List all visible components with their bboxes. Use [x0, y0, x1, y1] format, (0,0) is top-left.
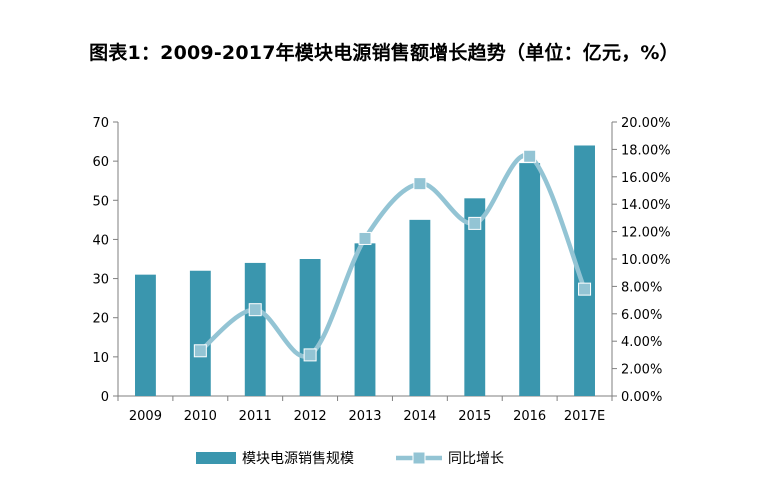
bar-2013: [354, 243, 376, 396]
left-tick-label: 60: [92, 155, 109, 170]
legend-bar-swatch: [196, 452, 236, 464]
left-tick-label: 40: [92, 233, 109, 248]
bar-2010: [189, 270, 211, 396]
right-tick-label: 6.00%: [621, 308, 662, 323]
x-tick-label: 2012: [294, 409, 327, 424]
right-tick-label: 8.00%: [621, 280, 662, 295]
bar-2009: [135, 274, 156, 396]
left-tick-label: 0: [101, 390, 109, 405]
x-tick-label: 2010: [184, 409, 217, 424]
legend: 模块电源销售规模 同比增长: [196, 451, 504, 467]
left-tick-label: 30: [92, 273, 109, 288]
point-2014: [413, 177, 427, 191]
bar-2015: [464, 198, 486, 396]
point-2015: [468, 216, 482, 230]
bar-series: [135, 145, 595, 396]
point-2010: [193, 344, 207, 358]
left-tick-label: 10: [92, 351, 109, 366]
bar-2012: [299, 259, 321, 396]
right-tick-label: 18.00%: [621, 143, 671, 158]
right-tick-label: 16.00%: [621, 171, 671, 186]
point-2017E: [578, 282, 592, 296]
bar-2014: [409, 219, 431, 396]
legend-bar-label: 模块电源销售规模: [242, 451, 354, 467]
axes: 0 10 20 30 40 50 60 70 0.00% 2.00% 4.00% 6.00% 8.00%…: [92, 116, 670, 405]
x-tick-labels: 2009 2010 2011 2012 2013 2014 2015 2016 2017E: [129, 409, 605, 424]
right-tick-label: 14.00%: [621, 198, 671, 213]
point-2012: [303, 348, 317, 362]
x-tick-label: 2017E: [564, 409, 605, 424]
x-tick-label: 2013: [348, 409, 381, 424]
right-tick-label: 12.00%: [621, 226, 671, 241]
bar-2016: [519, 163, 541, 396]
legend-line-label: 同比增长: [448, 451, 504, 467]
left-tick-label: 70: [92, 116, 109, 131]
x-tick-label: 2016: [513, 409, 546, 424]
x-tick-label: 2011: [239, 409, 272, 424]
point-2011: [248, 303, 262, 317]
left-tick-label: 50: [92, 194, 109, 209]
bar-2017E: [574, 145, 595, 396]
left-tick-label: 20: [92, 312, 109, 327]
right-tick-label: 20.00%: [621, 116, 671, 131]
line-series: [193, 149, 592, 362]
x-tick-label: 2015: [458, 409, 491, 424]
right-tick-label: 10.00%: [621, 253, 671, 268]
x-tick-label: 2014: [403, 409, 436, 424]
legend-line-marker: [412, 451, 426, 465]
bar-2011: [244, 262, 266, 396]
x-tick-label: 2009: [129, 409, 162, 424]
point-2016: [523, 149, 537, 163]
right-tick-label: 0.00%: [621, 390, 662, 405]
point-2013: [358, 231, 372, 245]
chart-title: 图表1：2009-2017年模块电源销售额增长趋势（单位：亿元，%）: [89, 42, 679, 64]
right-tick-label: 4.00%: [621, 335, 662, 350]
right-tick-label: 2.00%: [621, 363, 662, 378]
